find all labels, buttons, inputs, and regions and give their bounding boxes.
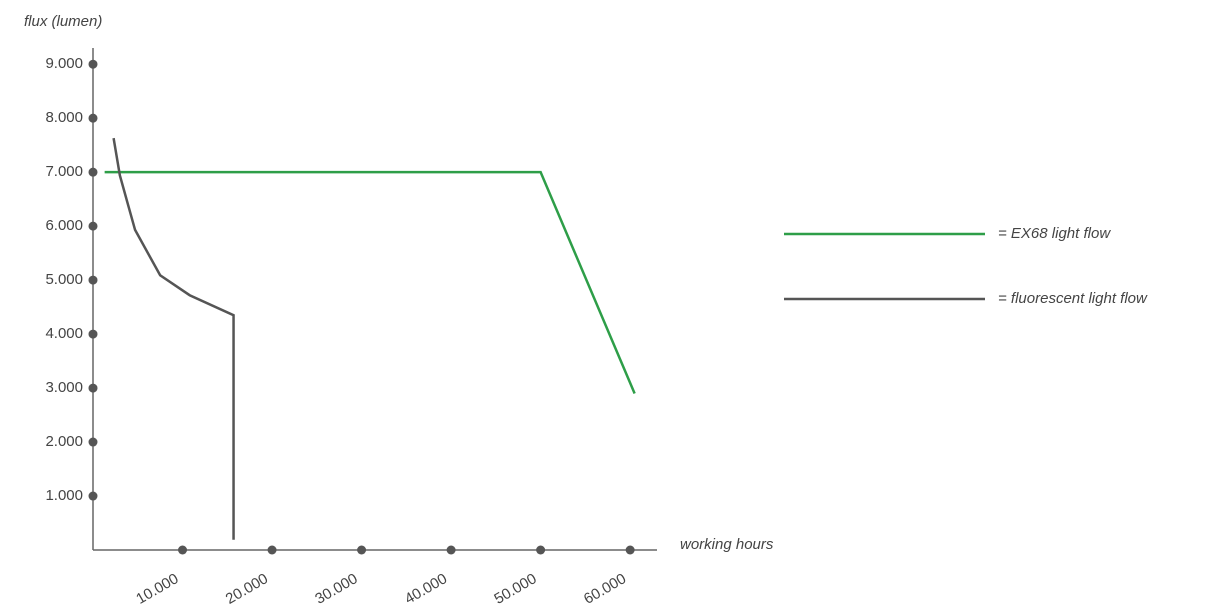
legend-label: = fluorescent light flow bbox=[998, 290, 1148, 307]
y-tick bbox=[88, 437, 98, 447]
line-series bbox=[104, 170, 636, 394]
x-tick-label: 10.000 bbox=[133, 570, 181, 607]
x-tick bbox=[446, 545, 456, 555]
y-tick-label: 3.000 bbox=[45, 379, 83, 396]
y-tick bbox=[88, 59, 98, 69]
x-tick bbox=[625, 545, 635, 555]
x-axis-label: working hours bbox=[680, 536, 774, 553]
x-tick-label: 30.000 bbox=[312, 570, 360, 607]
x-tick-label: 60.000 bbox=[581, 570, 629, 607]
x-tick-label: 50.000 bbox=[491, 570, 539, 607]
y-tick-label: 4.000 bbox=[45, 325, 83, 342]
x-tick bbox=[536, 545, 546, 555]
y-tick-label: 8.000 bbox=[45, 109, 83, 126]
y-tick bbox=[88, 491, 98, 501]
x-tick bbox=[357, 545, 367, 555]
y-axis-label: flux (lumen) bbox=[24, 13, 102, 30]
y-tick bbox=[88, 383, 98, 393]
y-tick-label: 7.000 bbox=[45, 163, 83, 180]
x-tick bbox=[178, 545, 188, 555]
x-tick bbox=[267, 545, 277, 555]
y-tick bbox=[88, 167, 98, 177]
y-tick bbox=[88, 221, 98, 231]
y-tick-label: 1.000 bbox=[45, 487, 83, 504]
y-tick-label: 5.000 bbox=[45, 271, 83, 288]
y-tick-label: 2.000 bbox=[45, 433, 83, 450]
y-tick-label: 9.000 bbox=[45, 55, 83, 72]
x-tick-label: 20.000 bbox=[223, 570, 271, 607]
legend-label: = EX68 light flow bbox=[998, 225, 1111, 242]
y-tick bbox=[88, 275, 98, 285]
y-tick bbox=[88, 113, 98, 123]
x-tick-label: 40.000 bbox=[402, 570, 450, 607]
line-series bbox=[112, 137, 235, 540]
y-tick bbox=[88, 329, 98, 339]
y-tick-label: 6.000 bbox=[45, 217, 83, 234]
